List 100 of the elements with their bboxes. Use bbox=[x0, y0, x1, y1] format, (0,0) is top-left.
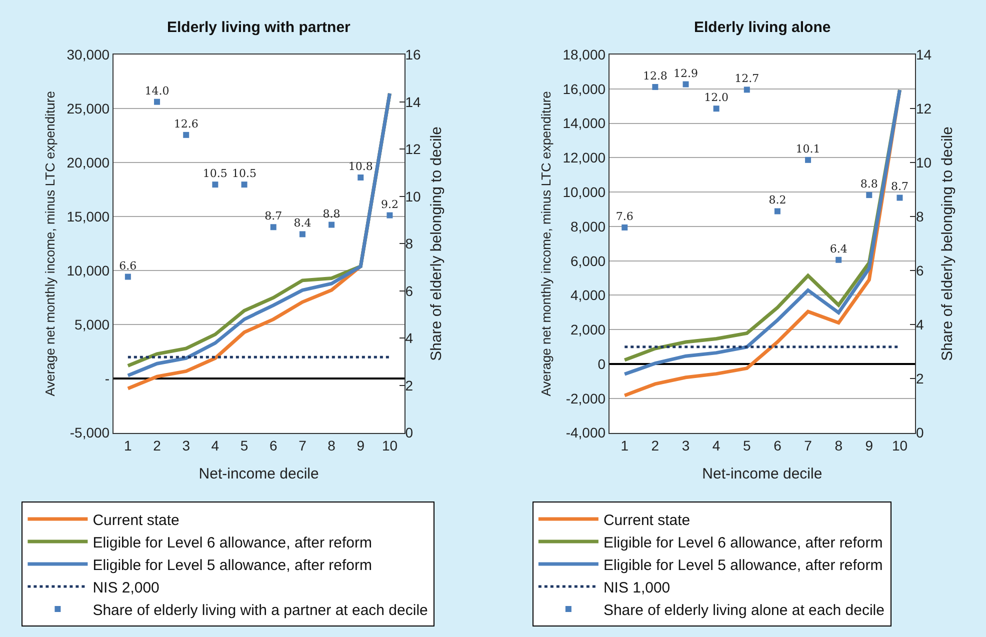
point bbox=[386, 212, 393, 218]
x-tick-label: 3 bbox=[182, 438, 190, 454]
legend-label: Eligible for Level 6 allowance, after reform bbox=[603, 534, 883, 552]
x-axis-title: Net-income decile bbox=[198, 466, 319, 483]
y2-tick-label: 6 bbox=[916, 262, 924, 279]
y-tick-label: 25,000 bbox=[66, 100, 110, 117]
x-tick-label: 5 bbox=[240, 438, 248, 454]
y2-tick-label: 12 bbox=[916, 100, 932, 117]
y2-tick-label: 8 bbox=[916, 208, 924, 225]
point bbox=[652, 84, 658, 90]
y2-axis-title: Share of elderly belonging to decile bbox=[938, 126, 956, 361]
data-label: 8.7 bbox=[264, 210, 282, 223]
point bbox=[774, 208, 780, 214]
y-tick-label: 4,000 bbox=[570, 287, 606, 304]
x-tick-label: 7 bbox=[804, 438, 812, 454]
y2-tick-label: 0 bbox=[916, 424, 924, 441]
point bbox=[622, 224, 628, 230]
point bbox=[154, 98, 160, 105]
y-axis-title: Average net monthly income, minus LTC expenditure bbox=[538, 91, 554, 396]
x-tick-label: 1 bbox=[124, 438, 132, 454]
legend-label: Current state bbox=[92, 512, 180, 529]
x-tick-label: 3 bbox=[682, 438, 690, 454]
x-tick-label: 4 bbox=[211, 438, 220, 454]
x-tick-label: 2 bbox=[651, 438, 660, 454]
y-tick-label: 6,000 bbox=[570, 252, 606, 269]
legend-label: Share of elderly living with a partner at each decile bbox=[92, 602, 428, 619]
data-label: 12.9 bbox=[674, 66, 698, 80]
y2-tick-label: 6 bbox=[405, 282, 414, 299]
y-tick-label: 30,000 bbox=[66, 46, 110, 62]
y2-tick-label: 0 bbox=[405, 424, 414, 441]
y-tick-label: 15,000 bbox=[66, 208, 110, 225]
point bbox=[183, 132, 190, 138]
point bbox=[713, 106, 720, 112]
y-tick-label: -5,000 bbox=[70, 424, 110, 441]
y2-tick-label: 2 bbox=[916, 370, 924, 387]
data-label: 12.7 bbox=[734, 72, 760, 86]
data-label: 12.0 bbox=[704, 91, 729, 104]
legend-label: Current state bbox=[603, 512, 690, 529]
y2-tick-label: 10 bbox=[405, 188, 422, 204]
y2-axis-title: Share of elderly belonging to decile bbox=[428, 126, 446, 361]
legend-label: Eligible for Level 5 allowance, after reform bbox=[92, 556, 372, 574]
x-tick-label: 10 bbox=[892, 438, 908, 454]
legend-label: NIS 2,000 bbox=[92, 579, 160, 596]
point bbox=[299, 231, 306, 238]
data-label: 6.4 bbox=[830, 242, 848, 256]
point bbox=[866, 192, 872, 198]
y-tick-label: 10,000 bbox=[66, 262, 110, 279]
y-tick-label: 12,000 bbox=[562, 150, 606, 166]
y-tick-label: - bbox=[104, 370, 110, 387]
data-label: 8.2 bbox=[768, 194, 786, 207]
y2-tick-label: 8 bbox=[405, 236, 414, 252]
x-tick-label: 8 bbox=[834, 438, 843, 454]
data-label: 10.1 bbox=[796, 142, 820, 156]
x-tick-label: 10 bbox=[382, 438, 398, 454]
point bbox=[328, 222, 335, 228]
point bbox=[896, 194, 903, 201]
data-label: 12.8 bbox=[642, 69, 668, 82]
legend-label: Eligible for Level 6 allowance, after reform bbox=[92, 534, 372, 552]
y2-tick-label: 10 bbox=[916, 154, 932, 171]
y-tick-label: -2,000 bbox=[566, 390, 606, 406]
data-label: 9.2 bbox=[380, 198, 398, 211]
point bbox=[805, 156, 812, 163]
data-label: 8.4 bbox=[294, 216, 312, 230]
legend-label: Share of elderly living alone at each decile bbox=[603, 602, 884, 619]
y-tick-label: -4,000 bbox=[566, 424, 606, 441]
x-tick-label: 4 bbox=[712, 438, 720, 454]
y-tick-label: 2,000 bbox=[570, 322, 606, 338]
y-tick-label: 20,000 bbox=[66, 154, 110, 171]
y2-tick-label: 14 bbox=[405, 94, 422, 110]
x-tick-label: 5 bbox=[743, 438, 751, 454]
y2-tick-label: 2 bbox=[405, 377, 414, 394]
point bbox=[744, 86, 750, 93]
y2-tick-label: 12 bbox=[405, 141, 422, 158]
data-label: 7.6 bbox=[616, 210, 634, 223]
data-label: 12.6 bbox=[174, 117, 198, 130]
x-tick-label: 8 bbox=[328, 438, 336, 454]
data-label: 8.7 bbox=[890, 180, 908, 194]
chart-title: Elderly living alone bbox=[694, 19, 831, 36]
y-tick-label: 16,000 bbox=[562, 80, 606, 97]
data-label: 10.5 bbox=[202, 167, 228, 180]
point bbox=[836, 256, 842, 263]
y-tick-label: 10,000 bbox=[562, 184, 606, 200]
x-tick-label: 9 bbox=[356, 438, 365, 454]
x-tick-label: 6 bbox=[269, 438, 278, 454]
y-tick-label: 8,000 bbox=[570, 218, 606, 234]
x-tick-label: 7 bbox=[298, 438, 307, 454]
data-label: 10.8 bbox=[348, 160, 373, 173]
point bbox=[124, 274, 131, 280]
y-tick-label: 5,000 bbox=[74, 316, 110, 333]
data-label: 8.8 bbox=[860, 178, 878, 191]
y2-tick-label: 4 bbox=[916, 316, 924, 333]
x-tick-label: 2 bbox=[153, 438, 162, 454]
data-label: 14.0 bbox=[144, 84, 170, 98]
point bbox=[270, 224, 276, 230]
point bbox=[241, 182, 248, 188]
x-tick-label: 6 bbox=[774, 438, 782, 454]
y-tick-label: 0 bbox=[598, 356, 606, 372]
y2-tick-label: 14 bbox=[916, 46, 932, 62]
y2-tick-label: 4 bbox=[405, 330, 414, 346]
x-tick-label: 9 bbox=[865, 438, 874, 454]
